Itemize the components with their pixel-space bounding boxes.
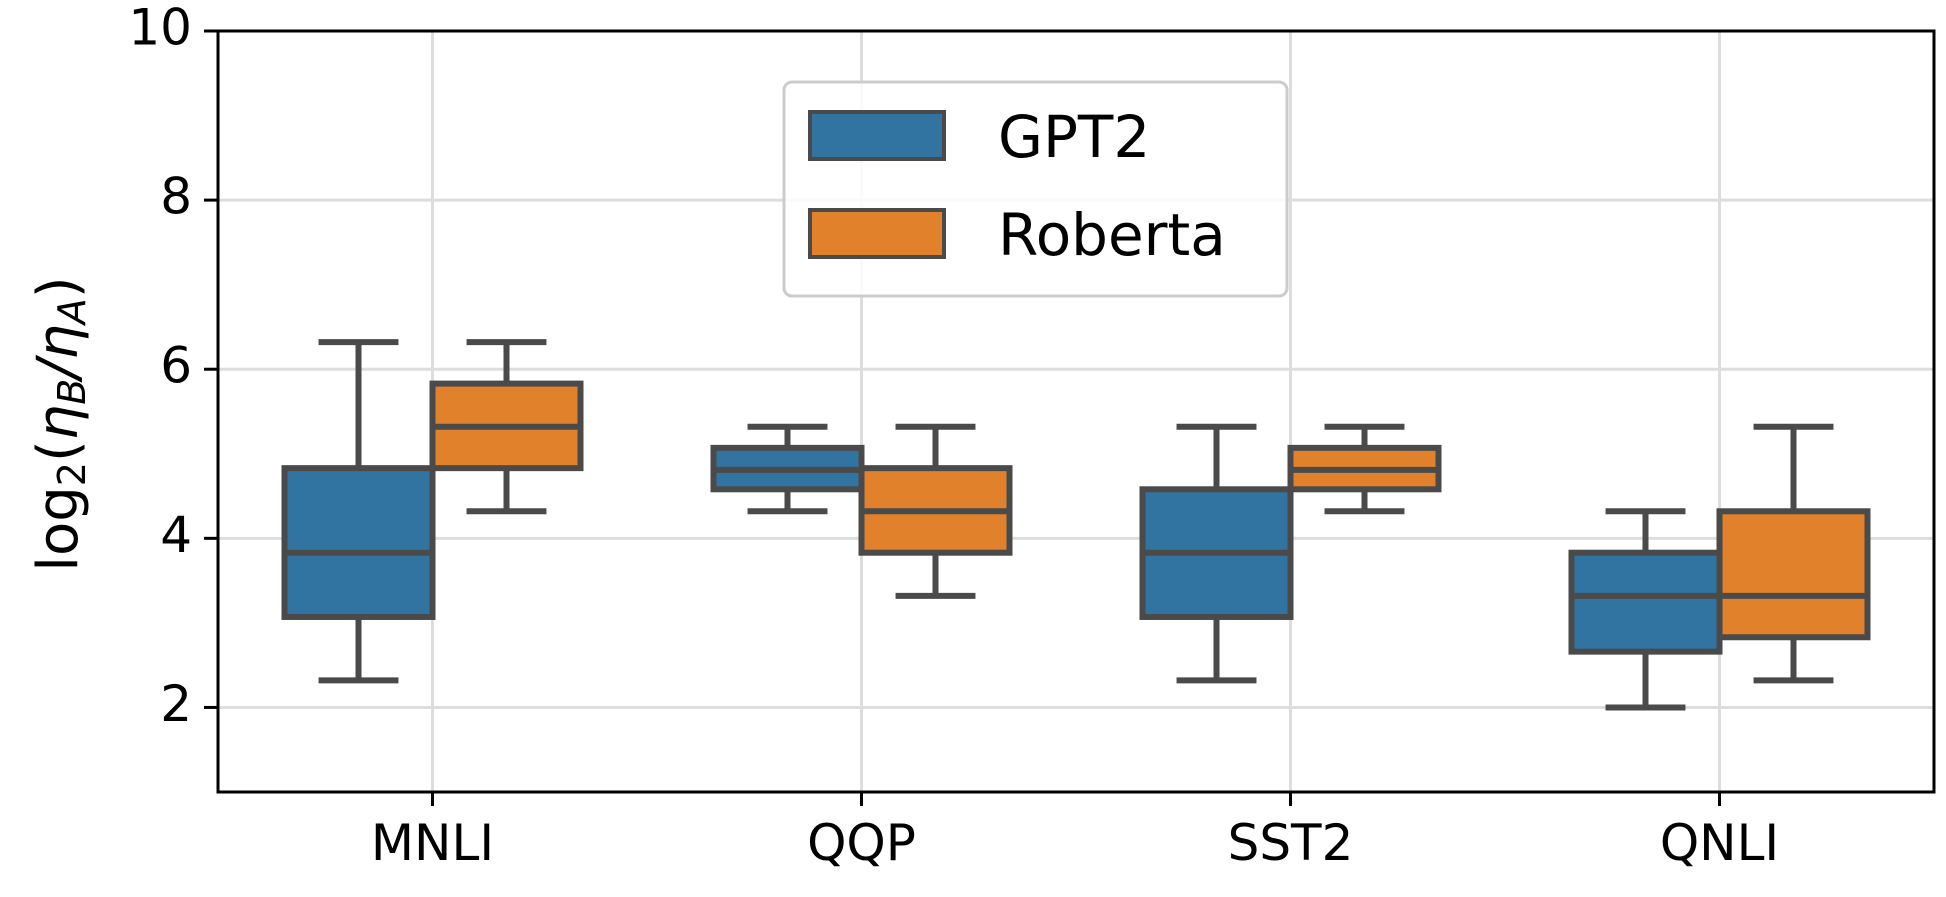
plot-frame: [216, 29, 1936, 794]
iqr-box: [281, 465, 436, 620]
legend-label-roberta: Roberta: [998, 201, 1226, 269]
iqr-box: [1568, 549, 1723, 655]
legend-label-gpt2: GPT2: [998, 103, 1150, 171]
y-tick-label: 10: [128, 0, 192, 57]
y-tick-label: 4: [160, 506, 192, 564]
box-gpt2-qnli: [1568, 508, 1723, 711]
box-roberta-mnli: [429, 339, 584, 515]
ylabel-close-paren: ): [26, 276, 91, 298]
box-roberta-qnli: [1716, 423, 1871, 684]
box-plot-marks: [281, 339, 1871, 711]
box-roberta-sst2: [1287, 423, 1442, 515]
x-tick-label: QNLI: [1660, 814, 1779, 872]
legend: GPT2 Roberta: [782, 80, 1289, 298]
ylabel-open-paren: (: [26, 440, 91, 462]
y-tick-label: 6: [160, 337, 192, 395]
y-axis-ticks: 2 4 6 8 10: [128, 0, 218, 733]
box-roberta-qqp: [858, 423, 1013, 599]
y-tick-label: 8: [160, 168, 192, 226]
y-axis-label: log2(ηB/ηA): [26, 276, 93, 571]
ylabel-eta-a-subscript: A: [50, 298, 94, 327]
ylabel-base-subscript: 2: [50, 462, 94, 486]
x-tick-label: SST2: [1228, 814, 1354, 872]
legend-swatch-gpt2: [808, 110, 946, 161]
ylabel-eta-b-subscript: B: [50, 379, 94, 405]
x-tick-label: MNLI: [371, 814, 494, 872]
box-gpt2-qqp: [710, 423, 865, 515]
iqr-box: [1716, 508, 1871, 641]
x-axis-ticks: MNLI QQP SST2 QNLI: [371, 792, 1779, 872]
legend-swatch-roberta: [808, 208, 946, 259]
box-gpt2-mnli: [281, 339, 436, 684]
x-tick-label: QQP: [807, 814, 916, 872]
box-gpt2-sst2: [1139, 423, 1294, 684]
ylabel-eta-a: η: [26, 324, 91, 360]
ylabel-prefix: log: [26, 486, 91, 571]
ylabel-eta-b: η: [26, 405, 91, 441]
y-tick-label: 2: [160, 675, 192, 733]
